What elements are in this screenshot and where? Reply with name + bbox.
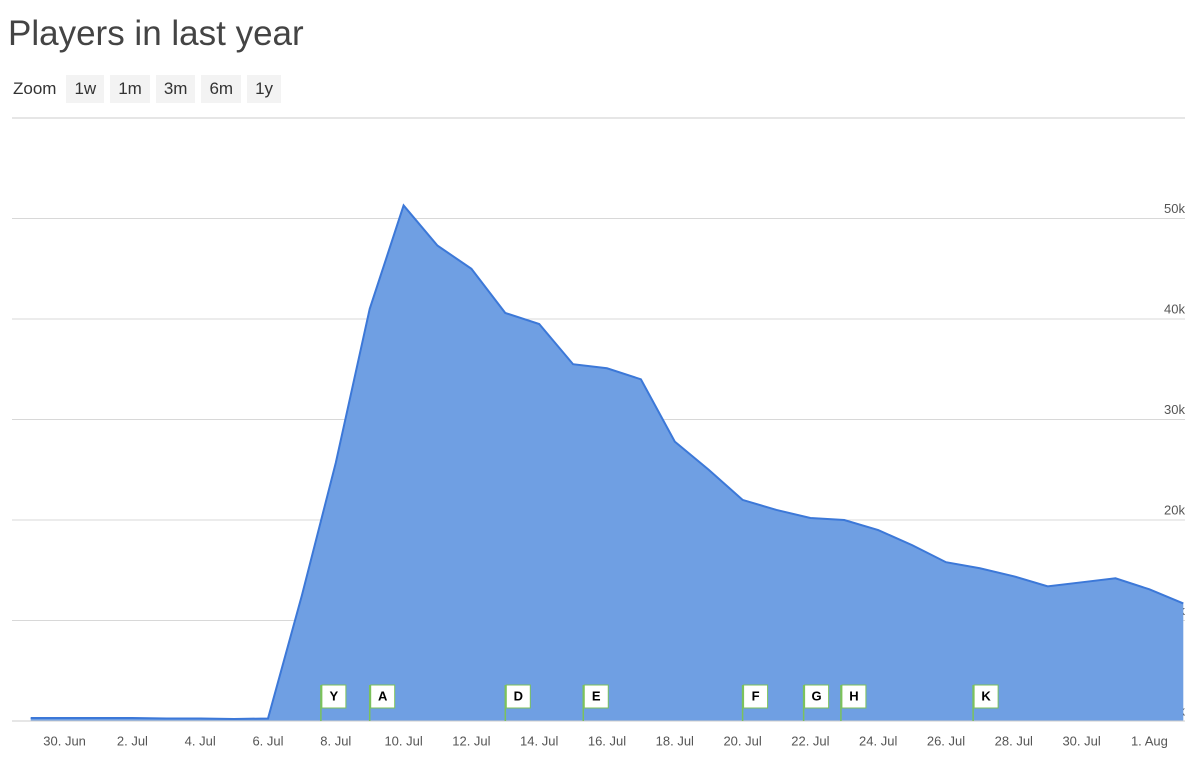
x-tick-label: 8. Jul <box>320 733 351 748</box>
flag-label: F <box>752 688 760 703</box>
chart-title: Players in last year <box>8 14 304 53</box>
x-tick-label: 12. Jul <box>452 733 490 748</box>
x-tick-label: 28. Jul <box>995 733 1033 748</box>
x-tick-label: 30. Jul <box>1062 733 1100 748</box>
x-tick-label: 10. Jul <box>384 733 422 748</box>
x-tick-label: 26. Jul <box>927 733 965 748</box>
flag-box <box>370 684 396 709</box>
x-tick-label: 6. Jul <box>252 733 283 748</box>
x-tick-label: 22. Jul <box>791 733 829 748</box>
x-tick-label: 1. Aug <box>1131 733 1168 748</box>
y-tick-label: 40k <box>1164 301 1185 316</box>
flag-label: D <box>514 688 523 703</box>
flag-label: K <box>981 688 991 703</box>
x-tick-label: 14. Jul <box>520 733 558 748</box>
x-tick-label: 30. Jun <box>43 733 86 748</box>
zoom-button[interactable]: 1m <box>110 75 150 103</box>
x-tick-label: 4. Jul <box>185 733 216 748</box>
x-tick-label: 24. Jul <box>859 733 897 748</box>
zoom-button[interactable]: 3m <box>155 75 196 103</box>
flag-label: Y <box>330 688 339 703</box>
flag-box <box>583 684 609 709</box>
zoom-button[interactable]: 1w <box>66 75 105 103</box>
zoom-bar: Zoom 1w 1m 3m 6m 1y <box>13 75 282 103</box>
y-tick-label: 20k <box>1164 502 1185 517</box>
y-tick-label: 50k <box>1164 201 1185 216</box>
x-tick-label: 18. Jul <box>656 733 694 748</box>
zoom-button[interactable]: 6m <box>201 75 242 103</box>
y-tick-label: 30k <box>1164 402 1185 417</box>
flag-box <box>841 684 867 709</box>
flag-box <box>804 684 830 709</box>
flag-label: E <box>592 688 601 703</box>
zoom-button[interactable]: 1y <box>247 75 282 103</box>
flag-label: H <box>849 688 858 703</box>
flag-box <box>505 684 531 709</box>
area-line <box>30 203 1184 720</box>
flag-label: G <box>812 688 822 703</box>
flag-label: A <box>378 688 388 703</box>
area-fill <box>30 205 1184 721</box>
flag-box <box>743 684 769 709</box>
zoom-label: Zoom <box>13 79 57 98</box>
flag-box <box>321 684 347 709</box>
x-tick-label: 2. Jul <box>117 733 148 748</box>
x-tick-label: 16. Jul <box>588 733 626 748</box>
flag-box <box>973 684 999 709</box>
x-tick-label: 20. Jul <box>723 733 761 748</box>
